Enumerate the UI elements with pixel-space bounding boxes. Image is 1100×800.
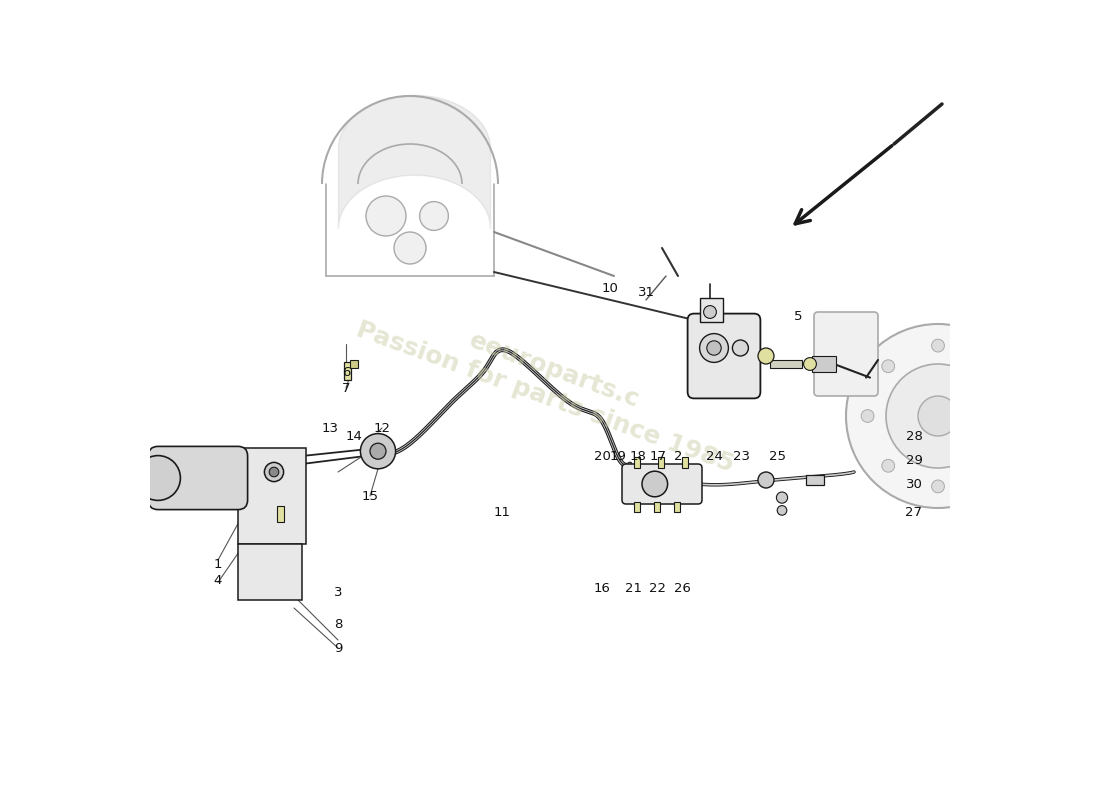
Text: 7: 7 — [342, 382, 350, 394]
Text: 28: 28 — [905, 430, 923, 442]
FancyBboxPatch shape — [814, 312, 878, 396]
Circle shape — [270, 467, 278, 477]
Text: 3: 3 — [333, 586, 342, 598]
Text: 12: 12 — [374, 422, 390, 434]
Circle shape — [642, 471, 668, 497]
Text: 24: 24 — [705, 450, 723, 462]
Text: 4: 4 — [213, 574, 222, 586]
Text: 9: 9 — [333, 642, 342, 654]
Text: 21: 21 — [626, 582, 642, 594]
Circle shape — [861, 410, 875, 422]
Text: 25: 25 — [770, 450, 786, 462]
Circle shape — [804, 358, 816, 370]
Circle shape — [758, 472, 774, 488]
Circle shape — [1002, 410, 1015, 422]
Circle shape — [733, 340, 748, 356]
Text: 16: 16 — [594, 582, 610, 594]
Text: 29: 29 — [905, 454, 923, 466]
Circle shape — [777, 492, 788, 503]
Text: 5: 5 — [794, 310, 802, 322]
Bar — [813, 356, 836, 372]
FancyBboxPatch shape — [688, 314, 760, 398]
Text: 18: 18 — [629, 450, 647, 462]
Circle shape — [918, 396, 958, 436]
Circle shape — [932, 339, 945, 352]
Bar — [701, 298, 723, 322]
Text: 6: 6 — [342, 366, 350, 378]
Circle shape — [778, 506, 786, 515]
Circle shape — [932, 480, 945, 493]
Bar — [350, 360, 358, 368]
Circle shape — [707, 341, 722, 355]
Circle shape — [700, 334, 728, 362]
FancyBboxPatch shape — [148, 446, 248, 510]
Circle shape — [135, 455, 180, 501]
Text: 2: 2 — [673, 450, 682, 462]
Circle shape — [846, 324, 1030, 508]
Bar — [634, 457, 640, 468]
Bar — [277, 506, 284, 522]
Text: 11: 11 — [494, 506, 510, 518]
Bar — [634, 502, 640, 512]
Circle shape — [981, 360, 994, 373]
Text: eeuroparts.c
Passion for parts since 1985: eeuroparts.c Passion for parts since 198… — [353, 291, 747, 477]
Text: 1: 1 — [213, 558, 222, 570]
Circle shape — [758, 348, 774, 364]
Text: 8: 8 — [333, 618, 342, 630]
Text: 13: 13 — [321, 422, 339, 434]
Circle shape — [366, 196, 406, 236]
FancyArrowPatch shape — [795, 146, 892, 224]
Circle shape — [886, 364, 990, 468]
Circle shape — [419, 202, 449, 230]
Circle shape — [882, 360, 894, 373]
Text: 23: 23 — [734, 450, 750, 462]
FancyBboxPatch shape — [238, 448, 306, 544]
Text: 10: 10 — [602, 282, 618, 294]
Bar — [770, 360, 802, 368]
Bar — [806, 475, 824, 485]
Bar — [344, 362, 351, 380]
Polygon shape — [238, 544, 302, 600]
Bar — [682, 457, 689, 468]
Circle shape — [981, 459, 994, 472]
Text: 22: 22 — [649, 582, 667, 594]
Circle shape — [882, 459, 894, 472]
Bar — [654, 502, 660, 512]
Text: 27: 27 — [905, 506, 923, 518]
Text: 26: 26 — [673, 582, 691, 594]
Text: 20: 20 — [594, 450, 610, 462]
FancyBboxPatch shape — [621, 464, 702, 504]
Circle shape — [264, 462, 284, 482]
Bar — [658, 457, 664, 468]
Circle shape — [361, 434, 396, 469]
Circle shape — [394, 232, 426, 264]
Bar — [674, 502, 681, 512]
Text: 14: 14 — [345, 430, 362, 442]
Text: 31: 31 — [638, 286, 654, 298]
Circle shape — [704, 306, 716, 318]
Text: 17: 17 — [649, 450, 667, 462]
Circle shape — [370, 443, 386, 459]
Text: 19: 19 — [609, 450, 626, 462]
Text: 15: 15 — [362, 490, 378, 502]
Text: 30: 30 — [905, 478, 923, 490]
